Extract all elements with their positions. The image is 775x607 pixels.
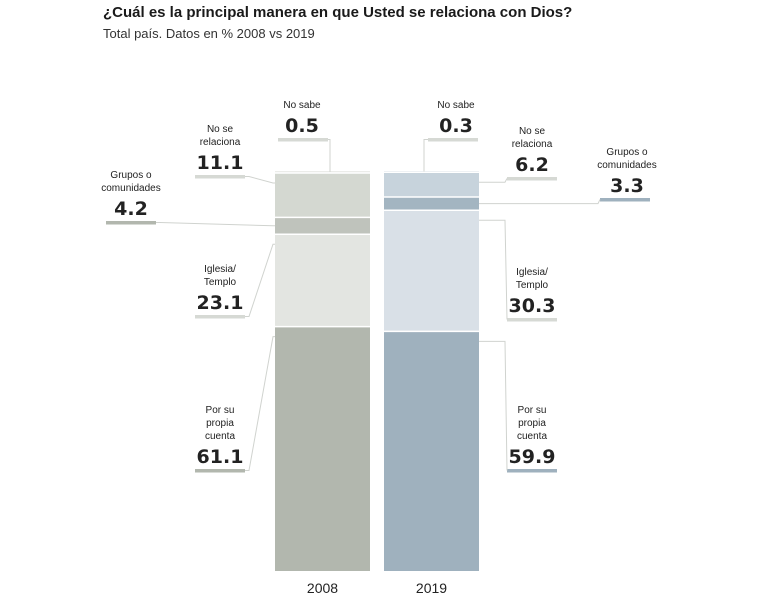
connector-line — [156, 222, 275, 227]
value-label-2008-no-sabe: 0.5 — [285, 115, 319, 137]
underline-2019-no-se-relaciona — [507, 177, 557, 181]
bar-segment-2008-iglesia-templo — [275, 234, 370, 327]
connector-line — [479, 178, 508, 183]
connector-line — [245, 243, 275, 317]
connector-line — [479, 219, 508, 320]
value-label-2019-por-su-propia-cuenta: 59.9 — [509, 446, 556, 468]
label-2008-iglesia-templo: Templo — [204, 277, 237, 288]
label-2019-grupos-o-comunidades: comunidades — [597, 160, 656, 171]
label-2019-no-se-relaciona: No se — [519, 126, 546, 137]
label-2008-por-su-propia-cuenta: Por su — [206, 405, 235, 416]
x-axis-label-2008: 2008 — [307, 580, 338, 596]
underline-2019-no-sabe — [428, 138, 478, 142]
underline-2008-por-su-propia-cuenta — [195, 469, 245, 473]
label-2008-iglesia-templo: Iglesia/ — [204, 264, 236, 275]
connector-line — [423, 139, 428, 172]
underline-2019-por-su-propia-cuenta — [507, 469, 557, 473]
label-2019-por-su-propia-cuenta: propia — [518, 418, 546, 429]
value-label-2008-grupos-o-comunidades: 4.2 — [114, 198, 148, 220]
connector-line — [328, 139, 331, 172]
chart-subtitle: Total país. Datos en % 2008 vs 2019 — [103, 26, 315, 41]
value-label-2008-iglesia-templo: 23.1 — [197, 292, 244, 314]
label-2008-no-sabe: No sabe — [283, 100, 321, 111]
bar-segment-2008-no-sabe — [275, 171, 370, 173]
underline-2008-grupos-o-comunidades — [106, 221, 156, 225]
label-2019-no-sabe: No sabe — [437, 100, 475, 111]
value-label-2008-no-se-relaciona: 11.1 — [197, 152, 244, 174]
bar-segment-2019-grupos-o-comunidades — [384, 197, 479, 211]
underline-2019-iglesia-templo — [507, 318, 557, 322]
label-2008-por-su-propia-cuenta: propia — [206, 418, 234, 429]
underline-2008-no-se-relaciona — [195, 175, 245, 179]
value-label-2019-iglesia-templo: 30.3 — [509, 295, 556, 317]
label-2019-por-su-propia-cuenta: Por su — [518, 405, 547, 416]
label-2008-por-su-propia-cuenta: cuenta — [205, 431, 235, 442]
label-2008-grupos-o-comunidades: Grupos o — [110, 170, 152, 181]
value-label-2019-no-se-relaciona: 6.2 — [515, 154, 549, 176]
connector-line — [245, 176, 275, 184]
connector-line — [479, 340, 508, 471]
label-2019-por-su-propia-cuenta: cuenta — [517, 431, 547, 442]
underline-2008-iglesia-templo — [195, 315, 245, 319]
x-axis-label-2019: 2019 — [416, 580, 447, 596]
bar-segment-2008-no-se-relaciona — [275, 173, 370, 218]
label-2019-iglesia-templo: Templo — [516, 280, 549, 291]
label-2008-grupos-o-comunidades: comunidades — [101, 183, 160, 194]
connector-line — [479, 199, 601, 205]
connector-line — [245, 336, 275, 471]
bar-segment-2008-por-su-propia-cuenta — [275, 326, 370, 571]
bar-segment-2019-iglesia-templo — [384, 210, 479, 332]
bar-segment-2019-no-se-relaciona — [384, 172, 479, 197]
label-2019-grupos-o-comunidades: Grupos o — [606, 147, 648, 158]
label-2008-no-se-relaciona: relaciona — [200, 137, 241, 148]
label-2008-no-se-relaciona: No se — [207, 124, 234, 135]
underline-2019-grupos-o-comunidades — [600, 198, 650, 202]
value-label-2019-grupos-o-comunidades: 3.3 — [610, 175, 644, 197]
underline-2008-no-sabe — [278, 138, 328, 142]
value-label-2019-no-sabe: 0.3 — [439, 115, 473, 137]
label-2019-no-se-relaciona: relaciona — [512, 139, 553, 150]
bar-segment-2008-grupos-o-comunidades — [275, 217, 370, 235]
value-label-2008-por-su-propia-cuenta: 61.1 — [197, 446, 244, 468]
bar-segment-2019-por-su-propia-cuenta — [384, 331, 479, 571]
chart-title: ¿Cuál es la principal manera en que Uste… — [103, 4, 573, 21]
label-2019-iglesia-templo: Iglesia/ — [516, 267, 548, 278]
